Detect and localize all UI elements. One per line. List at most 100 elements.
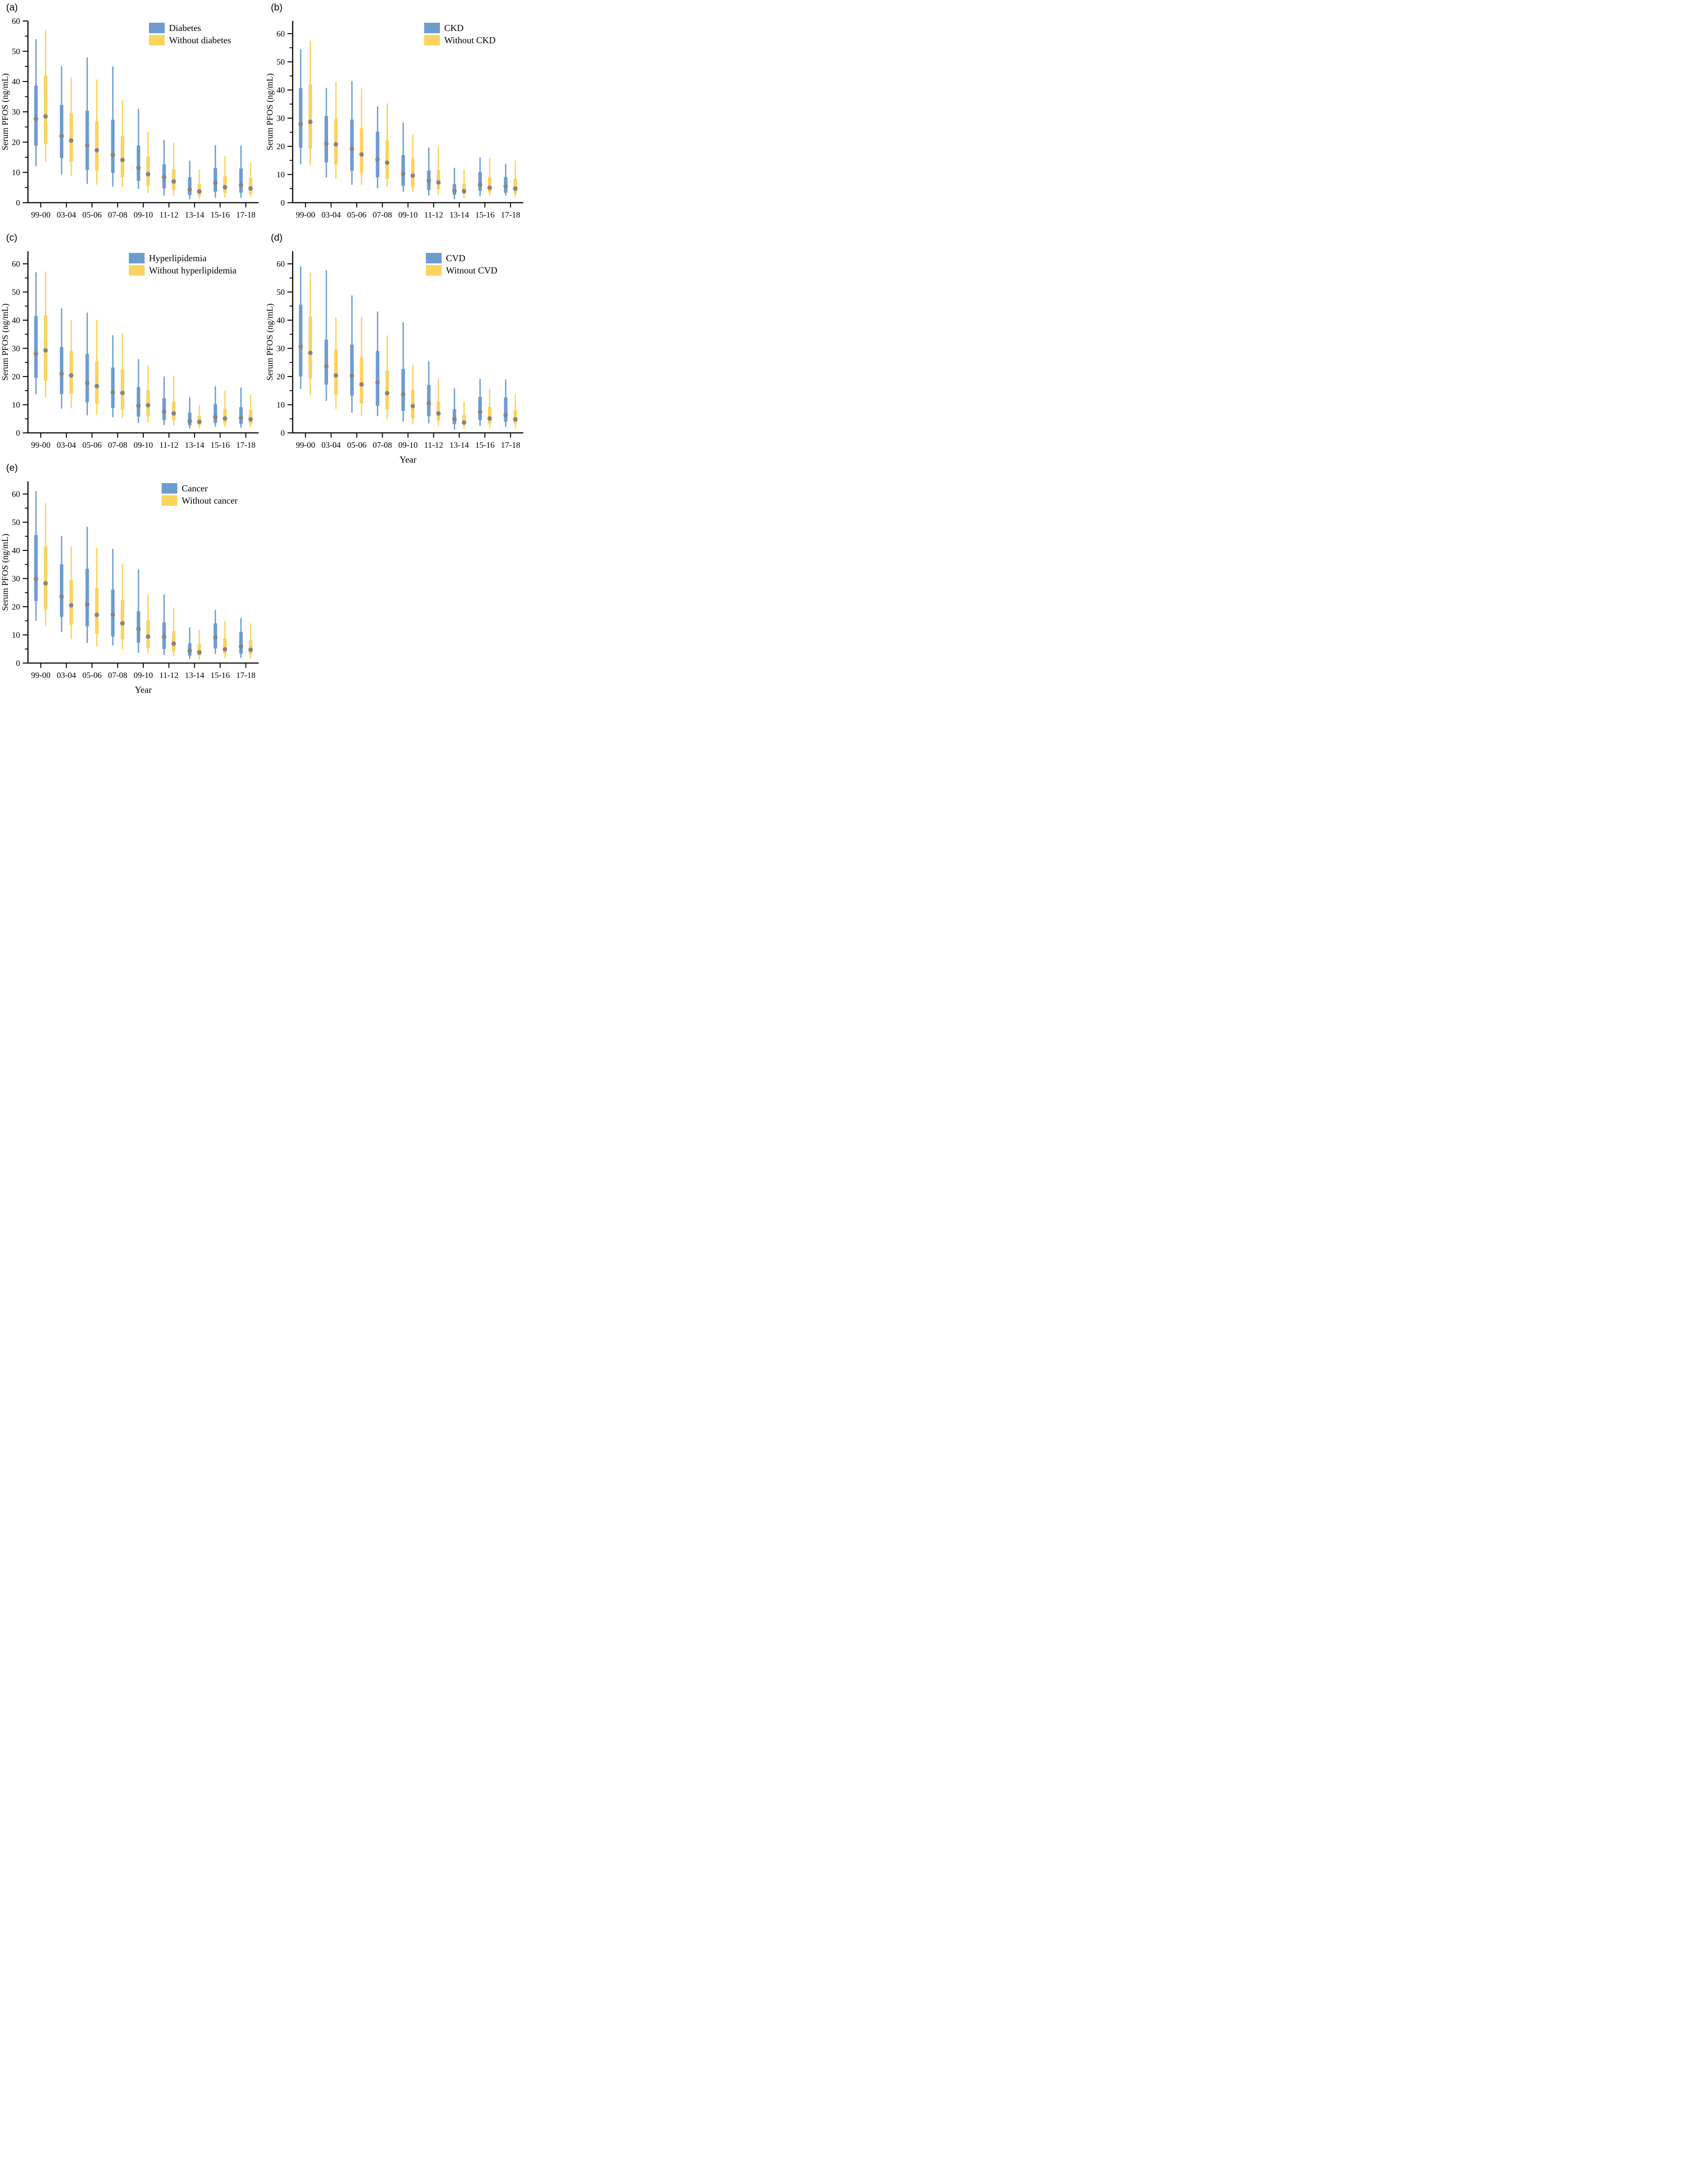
box xyxy=(146,619,150,648)
y-tick-label: 50 xyxy=(12,288,20,297)
box-whisker-disease xyxy=(34,39,38,166)
x-tick-label: 05-06 xyxy=(347,211,366,220)
y-tick-label: 0 xyxy=(281,199,285,208)
box xyxy=(350,119,354,171)
box-whisker-control xyxy=(120,100,125,187)
box xyxy=(504,397,508,422)
box-whisker-control xyxy=(94,79,99,185)
y-tick-label: 10 xyxy=(12,401,20,410)
y-axis-title: Serum PFOS (ng/mL) xyxy=(265,304,275,381)
box-whisker-control xyxy=(171,608,176,656)
panel-a-chart: 0 10 20 30 40 50 60 99-00 03-04 05-06 07-08 09-10 11… xyxy=(0,17,259,220)
median-dot xyxy=(120,390,125,395)
x-tick-label: 17-18 xyxy=(236,441,256,450)
box-whisker-control xyxy=(410,134,415,192)
box xyxy=(350,344,354,396)
median-dot xyxy=(59,371,64,376)
box-whisker-disease xyxy=(503,379,508,427)
box-whisker-control xyxy=(436,145,441,195)
x-tick-label: 03-04 xyxy=(57,441,76,450)
panel-grid: 0 10 20 30 40 50 60 99-00 03-04 05-06 07-08 09-10 11… xyxy=(0,0,529,698)
x-tick-label: 13-14 xyxy=(185,441,204,450)
box xyxy=(360,357,363,404)
box-whisker-control xyxy=(308,41,313,166)
median-dot xyxy=(308,350,313,356)
x-tick-label: 09-10 xyxy=(134,671,153,680)
legend-label: Diabetes xyxy=(169,23,201,33)
box-whisker-disease xyxy=(298,266,303,389)
median-dot xyxy=(187,187,192,192)
legend-swatch-control xyxy=(149,35,165,45)
median-dot xyxy=(503,413,508,418)
box-whisker-disease xyxy=(503,163,508,196)
median-dot xyxy=(477,182,483,187)
median-dot xyxy=(69,373,74,378)
x-tick-label: 11-12 xyxy=(424,441,443,450)
box-whisker-control xyxy=(487,388,492,428)
y-tick-label: 20 xyxy=(277,373,285,382)
median-dot xyxy=(222,647,228,652)
median-dot xyxy=(248,186,253,191)
x-tick-label: 11-12 xyxy=(424,211,443,220)
box-whisker-disease xyxy=(111,549,115,646)
box-whisker-control xyxy=(120,333,125,418)
x-tick-label: 13-14 xyxy=(449,211,469,220)
median-dot xyxy=(436,180,441,185)
box xyxy=(436,401,440,421)
box xyxy=(95,587,99,634)
panel-d-cell: 0 10 20 30 40 50 60 99-00 03-04 05-06 07-08 09-10 11… xyxy=(265,230,529,465)
y-tick-label: 60 xyxy=(277,30,285,39)
panel-d-chart: 0 10 20 30 40 50 60 99-00 03-04 05-06 07-08 09-10 11… xyxy=(265,251,523,465)
box xyxy=(111,120,115,173)
box-whisker-control xyxy=(69,77,74,176)
box-whisker-disease xyxy=(477,379,483,426)
box-whisker-disease xyxy=(324,270,329,401)
panel-c-cell: 0 10 20 30 40 50 60 99-00 03-04 05-06 07-08 09-10 11… xyxy=(0,230,265,460)
x-tick-label: 11-12 xyxy=(159,441,179,450)
box-whisker-control xyxy=(410,364,415,424)
box xyxy=(60,105,63,159)
y-axis-title: Serum PFOS (ng/mL) xyxy=(265,73,275,151)
panel-b-chart: 0 10 20 30 40 50 60 99-00 03-04 05-06 07-08 09-10 11… xyxy=(265,21,523,220)
box xyxy=(427,385,431,416)
box xyxy=(121,369,124,410)
panel-d-letter: (d) xyxy=(271,232,283,243)
median-dot xyxy=(375,157,380,162)
y-tick-label: 60 xyxy=(12,490,20,499)
y-tick-label: 20 xyxy=(12,603,20,612)
median-dot xyxy=(410,404,415,408)
box-whisker-control xyxy=(359,88,364,186)
box xyxy=(44,75,48,145)
y-tick-label: 50 xyxy=(277,288,285,297)
box xyxy=(214,404,217,423)
x-tick-label: 11-12 xyxy=(159,671,179,680)
box-whisker-disease xyxy=(426,147,431,196)
box-whisker-control xyxy=(120,563,125,650)
box-whisker-control xyxy=(248,394,253,428)
median-dot xyxy=(248,647,253,652)
y-tick-label: 0 xyxy=(16,659,21,668)
x-tick-label: 99-00 xyxy=(31,671,50,680)
box-whisker-control xyxy=(248,162,253,197)
box xyxy=(95,121,99,171)
median-dot xyxy=(171,641,176,646)
median-dot xyxy=(171,179,176,184)
box-whisker-disease xyxy=(213,145,218,198)
y-tick-label: 50 xyxy=(12,518,20,527)
box-whisker-disease xyxy=(187,627,192,659)
legend-label: CVD xyxy=(446,253,465,263)
box xyxy=(44,546,48,610)
median-dot xyxy=(34,116,38,121)
y-tick-label: 0 xyxy=(281,429,285,438)
median-dot xyxy=(385,390,390,396)
box-whisker-disease xyxy=(187,397,192,429)
box-whisker-control xyxy=(171,376,176,426)
x-tick-label: 15-16 xyxy=(475,211,494,220)
box-whisker-disease xyxy=(213,386,218,427)
y-tick-label: 20 xyxy=(12,373,20,382)
x-tick-label: 17-18 xyxy=(236,211,256,220)
box-whisker-control xyxy=(171,142,176,197)
median-dot xyxy=(487,185,492,190)
x-tick-label: 05-06 xyxy=(347,441,366,450)
legend-swatch-disease xyxy=(129,253,145,263)
